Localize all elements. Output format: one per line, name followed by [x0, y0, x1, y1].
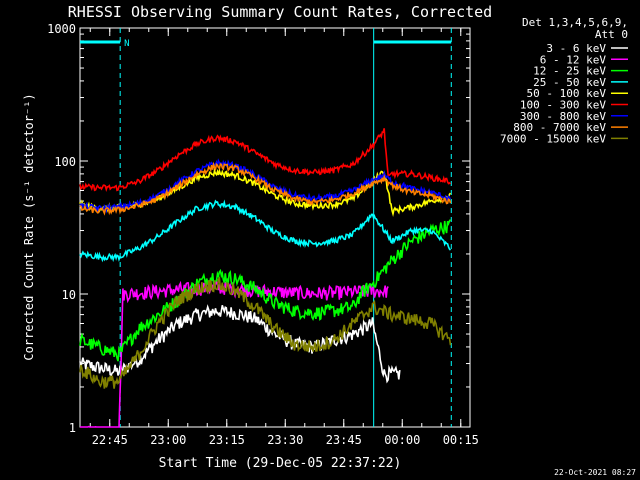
- series-line-7000-15000-kev: [79, 275, 452, 389]
- series-line-100-300-kev: [79, 128, 452, 192]
- x-tick-label: 23:30: [267, 433, 303, 447]
- y-tick-label: 1000: [47, 22, 76, 36]
- legend-label-100-300-kev: 100 - 300 keV: [520, 99, 606, 112]
- footer-timestamp: 22-Oct-2021 08:27: [554, 468, 636, 477]
- x-tick-label: 00:00: [384, 433, 420, 447]
- legend-label-7000-15000-kev: 7000 - 15000 keV: [500, 132, 606, 145]
- x-tick-label: 22:45: [92, 433, 128, 447]
- y-tick-label: 100: [54, 155, 76, 169]
- legend-label-800-7000-kev: 800 - 7000 keV: [513, 121, 606, 134]
- x-axis-label: Start Time (29-Dec-05 22:37:22): [159, 456, 402, 471]
- legend-label-12-25-kev: 12 - 25 keV: [533, 65, 606, 78]
- x-tick-label: 23:00: [150, 433, 186, 447]
- plot-area: 1 10 100 1000 22:45 23:00 23:15 23:30 23:45 00:00…: [47, 22, 479, 447]
- y-tick-label: 10: [62, 288, 76, 302]
- legend-label-50-100-kev: 50 - 100 keV: [527, 87, 607, 100]
- y-tick-label: 1: [69, 421, 76, 435]
- x-tick-label: 23:15: [209, 433, 245, 447]
- legend-label-25-50-kev: 25 - 50 keV: [533, 76, 606, 89]
- y-axis-label: Corrected Count Rate (s⁻¹ detector⁻¹): [22, 93, 36, 360]
- legend-header-line-1: Det 1,3,4,5,6,9,: [522, 16, 628, 29]
- plot-frame: [79, 27, 471, 428]
- series-line-3-6-kev: [79, 304, 401, 384]
- legend-label-3-6-kev: 3 - 6 keV: [546, 42, 606, 55]
- series-line-800-7000-kev: [79, 161, 452, 216]
- x-tick-label: 00:15: [443, 433, 479, 447]
- legend-label-300-800-kev: 300 - 800 keV: [520, 110, 606, 123]
- legend-header-line-2: Att 0: [595, 28, 628, 41]
- night-bar-label: N: [124, 39, 129, 49]
- chart-title: RHESSI Observing Summary Count Rates, Co…: [68, 3, 492, 21]
- series-line-12-25-kev: [79, 219, 452, 362]
- legend-label-6-12-kev: 6 - 12 keV: [540, 53, 607, 66]
- x-tick-label: 23:45: [326, 433, 362, 447]
- series-line-25-50-kev: [79, 199, 452, 263]
